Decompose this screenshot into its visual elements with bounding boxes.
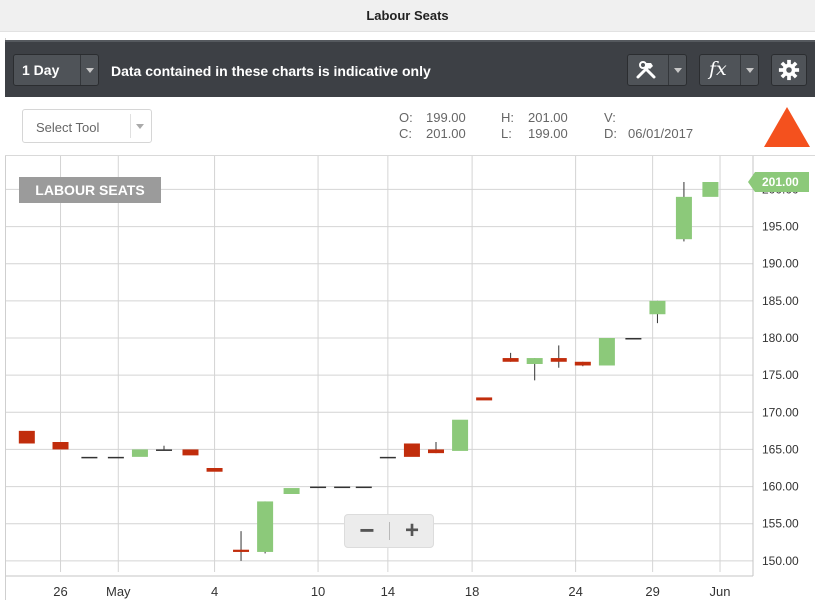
zoom-in-button[interactable]: + bbox=[404, 517, 419, 544]
candle-body bbox=[550, 358, 567, 362]
x-tick-label: May bbox=[106, 584, 131, 599]
y-tick-label: 195.00 bbox=[762, 220, 799, 234]
candle-body bbox=[156, 449, 173, 451]
y-tick-label: 185.00 bbox=[762, 294, 799, 308]
y-tick-label: 180.00 bbox=[762, 331, 799, 345]
open-value: 199.00 bbox=[426, 110, 466, 125]
candle-body bbox=[52, 442, 69, 450]
last-price-tag bbox=[748, 172, 809, 192]
candle-body bbox=[476, 397, 493, 401]
close-value: 201.00 bbox=[426, 126, 466, 141]
settings-button[interactable] bbox=[771, 54, 807, 86]
gear-icon bbox=[778, 59, 800, 81]
fx-icon: fx bbox=[709, 58, 727, 80]
candle-body bbox=[81, 456, 98, 459]
candle-body bbox=[233, 549, 250, 552]
up-triangle-icon bbox=[764, 107, 810, 147]
low-value: 199.00 bbox=[528, 126, 568, 141]
x-tick-label: Jun bbox=[710, 584, 731, 599]
x-tick-label: 4 bbox=[211, 584, 218, 599]
candle-body bbox=[379, 456, 396, 459]
chevron-down-icon[interactable] bbox=[80, 55, 99, 85]
y-tick-label: 165.00 bbox=[762, 442, 799, 456]
candle-body bbox=[310, 486, 327, 489]
chevron-down-icon[interactable] bbox=[130, 114, 151, 138]
y-tick-label: 150.00 bbox=[762, 554, 799, 568]
candle-body bbox=[107, 456, 124, 459]
high-label: H: bbox=[501, 110, 514, 125]
x-tick-label: 18 bbox=[465, 584, 479, 599]
y-tick-label: 160.00 bbox=[762, 480, 799, 494]
period-label: 1 Day bbox=[22, 62, 60, 78]
drawing-tools-button[interactable] bbox=[627, 54, 687, 86]
candle-body bbox=[675, 196, 692, 240]
low-label: L: bbox=[501, 126, 512, 141]
high-value: 201.00 bbox=[528, 110, 568, 125]
candle-body bbox=[334, 486, 351, 489]
chevron-down-icon[interactable] bbox=[740, 55, 759, 85]
candle-body bbox=[526, 358, 543, 364]
zoom-divider bbox=[389, 522, 390, 540]
y-tick-label: 175.00 bbox=[762, 368, 799, 382]
candle-body bbox=[206, 468, 223, 472]
chart-title-badge: LABOUR SEATS bbox=[19, 177, 161, 203]
chevron-down-icon[interactable] bbox=[668, 55, 687, 85]
disclaimer-text: Data contained in these charts is indica… bbox=[111, 63, 431, 79]
candle-body bbox=[182, 449, 199, 456]
select-tool-dropdown[interactable]: Select Tool bbox=[22, 109, 152, 143]
candle-body bbox=[598, 338, 615, 366]
x-tick-label: 10 bbox=[311, 584, 325, 599]
candle-body bbox=[355, 486, 372, 489]
last-price-label: 201.00 bbox=[762, 175, 799, 189]
candle-body bbox=[452, 419, 469, 451]
y-tick-label: 190.00 bbox=[762, 257, 799, 271]
zoom-controls: − + bbox=[344, 514, 434, 548]
select-tool-label: Select Tool bbox=[36, 120, 100, 135]
indicators-button[interactable]: fx bbox=[699, 54, 759, 86]
volume-label: V: bbox=[604, 110, 616, 125]
x-tick-label: 26 bbox=[53, 584, 67, 599]
date-value: 06/01/2017 bbox=[628, 126, 694, 141]
candle-body bbox=[428, 449, 445, 454]
candle-body bbox=[649, 300, 666, 315]
hammer-wrench-icon bbox=[636, 61, 656, 79]
period-dropdown[interactable]: 1 Day bbox=[13, 54, 99, 86]
candle-body bbox=[574, 361, 591, 366]
zoom-out-button[interactable]: − bbox=[359, 515, 375, 545]
chart-info-bar: Select Tool O: 199.00 C: 201.00 H: 201.0… bbox=[5, 97, 815, 156]
close-label: C: bbox=[399, 126, 412, 141]
candle-body bbox=[18, 430, 35, 444]
x-tick-label: 29 bbox=[645, 584, 659, 599]
x-tick-label: 14 bbox=[381, 584, 395, 599]
candle-body bbox=[283, 488, 300, 494]
y-tick-label: 155.00 bbox=[762, 517, 799, 531]
window-title: Labour Seats bbox=[0, 0, 815, 32]
open-label: O: bbox=[399, 110, 413, 125]
x-tick-label: 24 bbox=[568, 584, 582, 599]
candle-body bbox=[502, 358, 519, 362]
chart-toolbar: 1 Day Data contained in these charts is … bbox=[5, 40, 815, 97]
candle-body bbox=[625, 338, 642, 340]
candle-body bbox=[257, 501, 274, 552]
candle-body bbox=[702, 182, 719, 197]
date-label: D: bbox=[604, 126, 617, 141]
candle-body bbox=[131, 449, 148, 457]
candle-body bbox=[403, 443, 420, 457]
y-tick-label: 170.00 bbox=[762, 405, 799, 419]
